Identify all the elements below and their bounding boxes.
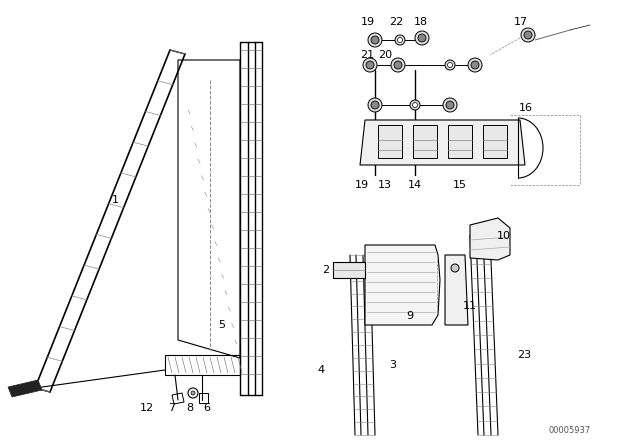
Circle shape — [371, 36, 379, 44]
Polygon shape — [413, 125, 437, 158]
Circle shape — [451, 264, 459, 272]
Text: 9: 9 — [406, 311, 413, 321]
Circle shape — [524, 31, 532, 39]
Circle shape — [468, 58, 482, 72]
Text: 4: 4 — [317, 365, 324, 375]
Polygon shape — [360, 120, 525, 165]
Text: 1: 1 — [111, 195, 118, 205]
Polygon shape — [365, 245, 440, 325]
Circle shape — [415, 31, 429, 45]
Polygon shape — [448, 125, 472, 158]
Text: 16: 16 — [519, 103, 533, 113]
Circle shape — [368, 33, 382, 47]
Text: 6: 6 — [204, 403, 211, 413]
Polygon shape — [378, 125, 402, 158]
Text: 5: 5 — [218, 320, 225, 330]
Circle shape — [191, 391, 195, 395]
Circle shape — [410, 100, 420, 110]
Circle shape — [371, 101, 379, 109]
Text: 00005937: 00005937 — [549, 426, 591, 435]
Circle shape — [471, 61, 479, 69]
Text: 12: 12 — [140, 403, 154, 413]
Text: 18: 18 — [414, 17, 428, 27]
Polygon shape — [8, 380, 42, 397]
Circle shape — [447, 63, 452, 68]
Text: 2: 2 — [323, 265, 330, 275]
Circle shape — [394, 61, 402, 69]
Polygon shape — [470, 218, 510, 260]
Circle shape — [521, 28, 535, 42]
Text: 11: 11 — [463, 301, 477, 311]
Text: 23: 23 — [517, 350, 531, 360]
Polygon shape — [333, 262, 365, 278]
Circle shape — [363, 58, 377, 72]
Circle shape — [418, 34, 426, 42]
Text: 22: 22 — [389, 17, 403, 27]
Polygon shape — [483, 125, 507, 158]
Circle shape — [446, 101, 454, 109]
Text: 13: 13 — [378, 180, 392, 190]
Text: 10: 10 — [497, 231, 511, 241]
Circle shape — [366, 61, 374, 69]
Text: 17: 17 — [514, 17, 528, 27]
Circle shape — [395, 35, 405, 45]
Circle shape — [413, 103, 417, 108]
Text: 8: 8 — [186, 403, 193, 413]
Text: 15: 15 — [453, 180, 467, 190]
Text: 21: 21 — [360, 50, 374, 60]
Text: 19: 19 — [361, 17, 375, 27]
Text: 3: 3 — [390, 360, 397, 370]
Circle shape — [391, 58, 405, 72]
Text: 20: 20 — [378, 50, 392, 60]
Text: 14: 14 — [408, 180, 422, 190]
Text: 7: 7 — [168, 403, 175, 413]
Text: 19: 19 — [355, 180, 369, 190]
Circle shape — [368, 98, 382, 112]
Circle shape — [445, 60, 455, 70]
Circle shape — [397, 38, 403, 43]
Polygon shape — [445, 255, 468, 325]
Circle shape — [443, 98, 457, 112]
